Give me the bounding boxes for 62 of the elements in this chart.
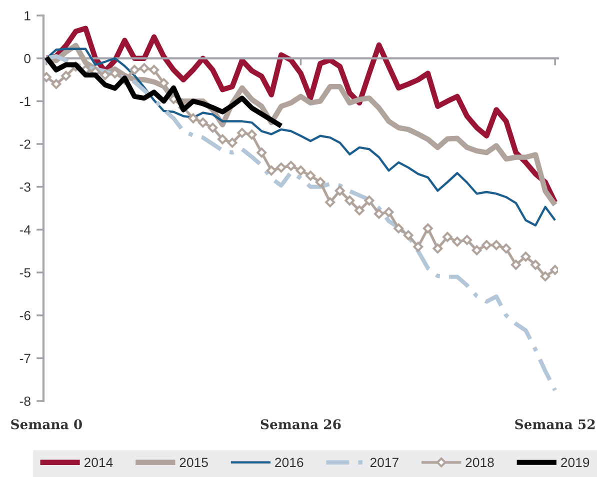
y-tick-label: 1 <box>24 11 30 20</box>
point <box>403 230 414 240</box>
y-tick-label: -7 <box>20 354 30 363</box>
point <box>422 223 433 234</box>
point <box>139 63 150 74</box>
point <box>266 166 276 176</box>
point <box>482 240 492 250</box>
point <box>384 207 394 218</box>
y-tick-label: -1 <box>20 96 30 106</box>
point <box>540 271 550 282</box>
point <box>286 160 296 171</box>
point <box>374 208 384 219</box>
point <box>530 260 540 270</box>
point <box>452 236 462 247</box>
y-tick-label: -8 <box>20 396 30 406</box>
point <box>344 196 355 206</box>
legend-label: 2018 <box>466 458 494 468</box>
y-tick-label: -3 <box>20 182 30 192</box>
point <box>51 79 62 90</box>
x-tick-label: Semana 26 <box>260 419 341 430</box>
point <box>227 138 238 148</box>
point <box>100 70 110 80</box>
x-tick-label: Semana 0 <box>11 419 82 430</box>
point <box>354 205 364 216</box>
point <box>306 170 316 181</box>
point <box>364 196 374 206</box>
point <box>501 244 512 254</box>
legend-label: 2014 <box>84 458 113 468</box>
point <box>208 122 218 133</box>
legend-label: 2015 <box>180 458 208 468</box>
y-tick-label: -6 <box>20 310 30 320</box>
point <box>325 197 336 208</box>
point <box>394 223 404 234</box>
point <box>246 130 257 140</box>
point <box>129 64 140 75</box>
point <box>237 128 248 138</box>
point <box>218 134 228 144</box>
point <box>61 70 71 81</box>
point <box>413 242 424 252</box>
legend-label: 2016 <box>275 458 304 468</box>
point <box>520 252 531 262</box>
legend-label: 2019 <box>561 458 590 468</box>
y-tick-label: 0 <box>24 54 30 64</box>
y-tick-label: -2 <box>20 140 30 149</box>
point <box>462 234 472 245</box>
point <box>472 245 482 256</box>
point <box>188 113 198 124</box>
y-tick-label: -4 <box>20 225 31 234</box>
y-tick-label: -5 <box>20 268 30 278</box>
legend-label: 2017 <box>370 458 398 468</box>
x-tick-label: Semana 52 <box>515 419 595 430</box>
point <box>432 244 443 254</box>
point <box>198 118 208 128</box>
point <box>276 162 286 173</box>
point <box>510 260 521 270</box>
point <box>491 240 502 250</box>
point <box>315 177 326 188</box>
point <box>334 186 345 196</box>
point <box>442 232 452 242</box>
point <box>149 64 160 75</box>
point <box>296 166 306 176</box>
point <box>256 148 267 158</box>
